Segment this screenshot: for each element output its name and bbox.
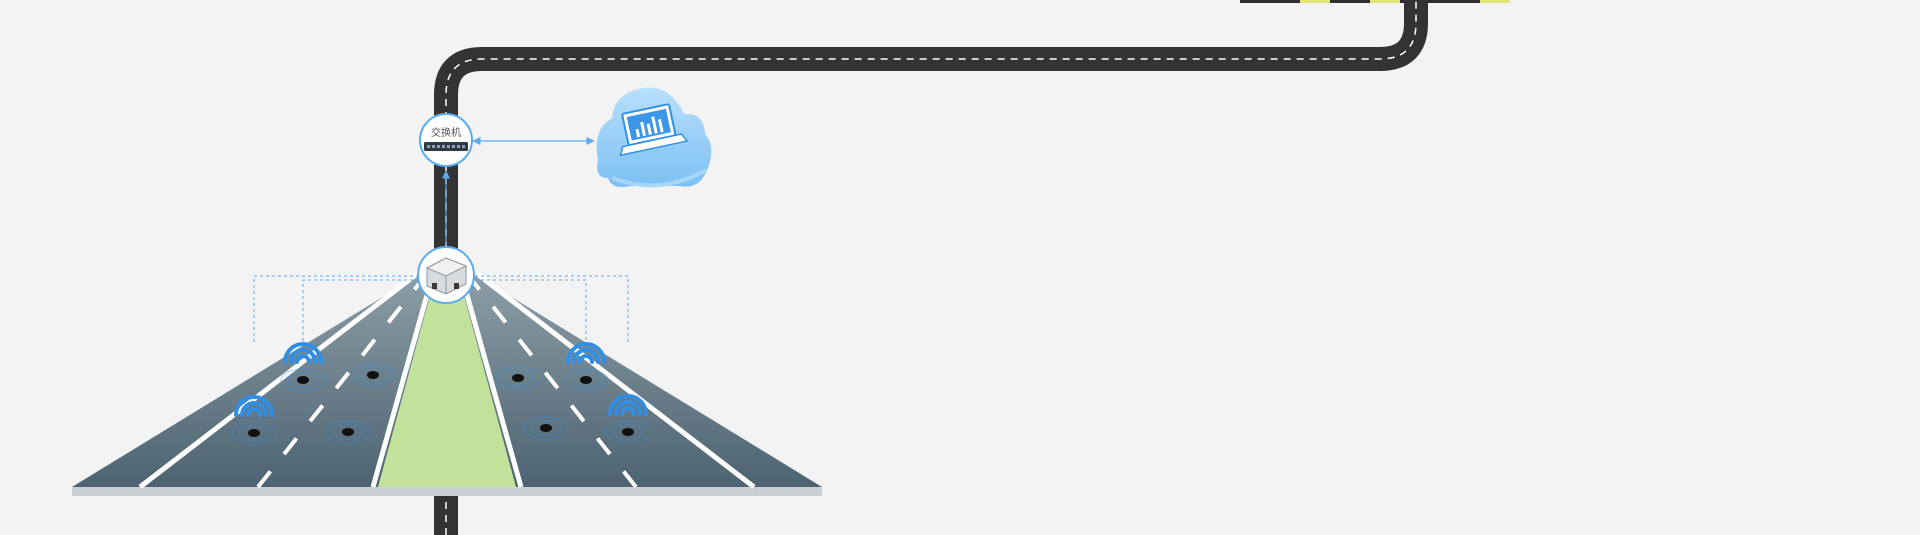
road-edge <box>72 487 822 496</box>
asphalt-road <box>434 0 1428 535</box>
wifi-signal-icon <box>283 342 323 364</box>
cloud-laptop-icon <box>596 87 712 188</box>
dashed-lane-lines <box>256 268 638 489</box>
road-sensor <box>280 342 326 392</box>
sensor-gateway-icon <box>417 246 475 304</box>
wifi-signal-icon <box>234 395 274 417</box>
connections <box>441 136 595 245</box>
green-median <box>378 270 516 487</box>
road-sensor <box>325 420 371 444</box>
lane-lines <box>138 268 756 489</box>
road-sensor <box>350 363 396 387</box>
road-sensor <box>231 395 277 445</box>
road-sensor <box>523 416 569 440</box>
road-sensor <box>605 394 651 444</box>
road-sensor <box>495 366 541 390</box>
road-sensors <box>231 342 651 445</box>
wifi-signal-icon <box>608 394 648 416</box>
wifi-signal-icon <box>566 342 606 364</box>
road-sensor <box>563 342 609 392</box>
top-road-fragment <box>1240 0 1510 3</box>
coverage-brackets <box>253 275 629 345</box>
switch-label: 交换机 <box>431 126 461 139</box>
network-switch-icon: 交换机 <box>419 113 473 167</box>
